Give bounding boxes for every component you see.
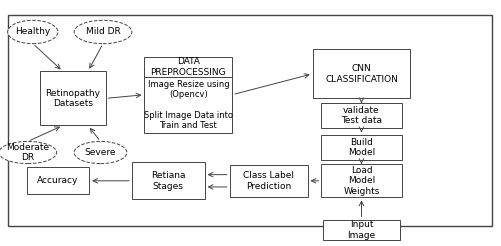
Text: Build
Model: Build Model [347,138,374,157]
FancyBboxPatch shape [321,164,401,197]
Text: DATA
PREPROCESSING: DATA PREPROCESSING [150,57,226,77]
Text: Severe: Severe [85,148,116,157]
FancyBboxPatch shape [229,165,307,197]
Text: Load
Model
Weights: Load Model Weights [343,166,379,196]
FancyBboxPatch shape [322,219,400,241]
Text: Input
Image: Input Image [347,220,375,240]
Text: Mild DR: Mild DR [86,28,120,36]
FancyBboxPatch shape [132,162,204,199]
Text: Retinopathy
Datasets: Retinopathy Datasets [45,89,100,108]
Text: Moderate
DR: Moderate DR [6,143,49,162]
FancyBboxPatch shape [40,71,105,125]
Text: validate
Test data: validate Test data [340,106,381,125]
Text: Class Label
Prediction: Class Label Prediction [242,171,294,190]
FancyBboxPatch shape [144,57,232,133]
FancyBboxPatch shape [27,167,89,194]
Text: Image Resize using
(Opencv)

Split Image Data into
Train and Test: Image Resize using (Opencv) Split Image … [144,80,232,130]
Text: Accuracy: Accuracy [37,176,79,185]
Ellipse shape [0,141,57,164]
FancyBboxPatch shape [321,103,401,128]
Text: Retiana
Stages: Retiana Stages [151,171,185,190]
Ellipse shape [74,141,127,164]
Ellipse shape [74,20,132,44]
Text: Healthy: Healthy [15,28,50,36]
FancyBboxPatch shape [312,49,410,98]
FancyBboxPatch shape [321,135,401,160]
Ellipse shape [8,20,58,44]
Text: CNN
CLASSIFICATION: CNN CLASSIFICATION [325,64,397,83]
